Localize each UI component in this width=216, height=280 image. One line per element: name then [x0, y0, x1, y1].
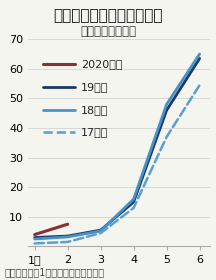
Text: （月別の内定率）: （月別の内定率） — [80, 25, 136, 38]
Text: 19年卒: 19年卒 — [81, 82, 108, 92]
Text: 18年卒: 18年卒 — [81, 105, 108, 115]
Text: 2020年卒: 2020年卒 — [81, 59, 122, 69]
Text: 17年卒: 17年卒 — [81, 127, 108, 137]
Text: （注）各月の1日時点、デイスコ調べ: （注）各月の1日時点、デイスコ調べ — [4, 267, 105, 277]
Text: 内定取得時期は年々早期化: 内定取得時期は年々早期化 — [53, 8, 163, 24]
